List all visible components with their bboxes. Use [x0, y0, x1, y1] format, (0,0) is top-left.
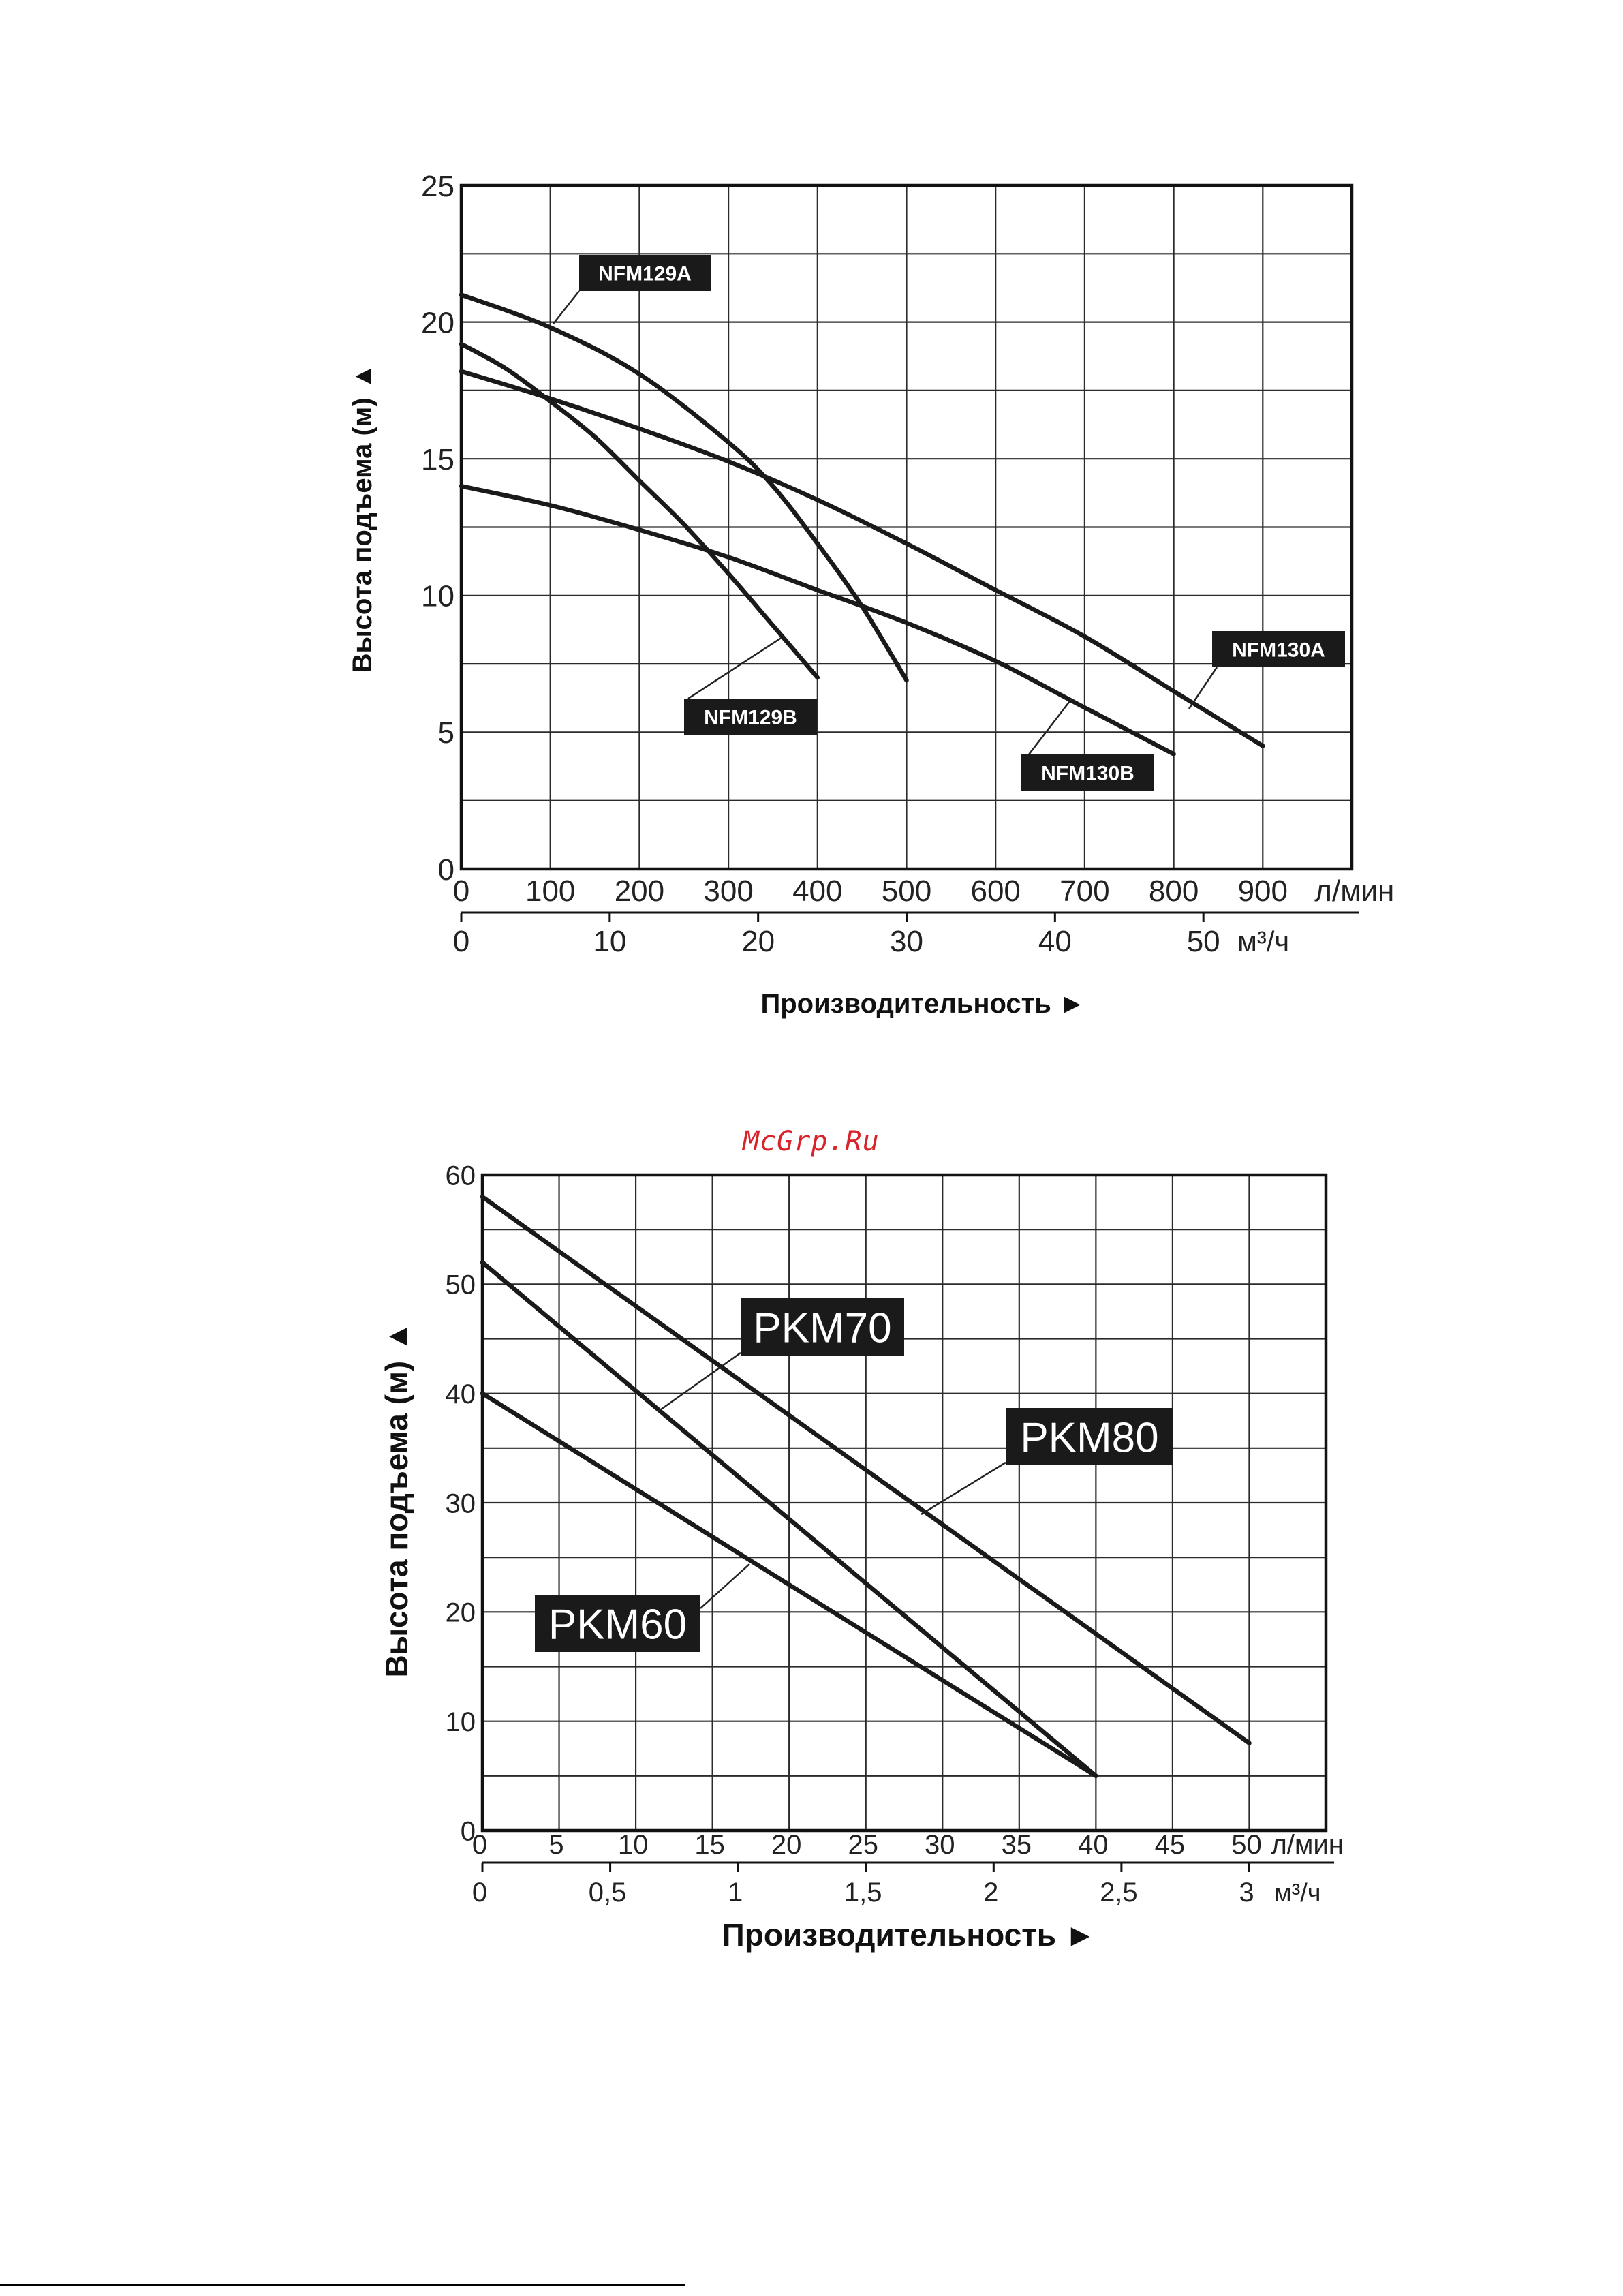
x-tick-label: 30	[925, 1830, 955, 1860]
x2-tick-label: 2	[983, 1878, 998, 1908]
plot-frame	[480, 1173, 1328, 1833]
x-tick-label: 300	[703, 874, 753, 908]
x2-tick-label: 20	[741, 925, 775, 958]
x2-tick-label: 10	[593, 925, 626, 958]
x2-tick-label: 0,5	[589, 1878, 627, 1908]
y-tick-label: 0	[461, 1816, 476, 1846]
x2-tick-label: 30	[890, 925, 923, 958]
y-tick-label: 20	[421, 306, 454, 339]
y-tick-label: 25	[421, 170, 454, 203]
x-tick-label: 5	[548, 1830, 563, 1860]
series-curve-pkm60	[480, 1391, 1098, 1779]
series-label: NFM129B	[704, 706, 797, 729]
x-tick-label: 800	[1149, 874, 1199, 908]
y-tick-label: 60	[446, 1161, 476, 1191]
x2-tick-label: 50	[1187, 925, 1220, 958]
series-label: PKM80	[1020, 1414, 1158, 1461]
y-axis-title: Высота подъема (м) ▲	[379, 1321, 414, 1677]
series-label: NFM130A	[1232, 639, 1325, 661]
x-tick-label: 10	[618, 1830, 649, 1860]
series-curve-pkm80	[480, 1194, 1252, 1745]
x2-tick-label: 1	[728, 1878, 743, 1908]
x2-tick-label: 2,5	[1100, 1878, 1138, 1908]
series-label-box	[579, 255, 711, 291]
y-tick-label: 10	[446, 1707, 476, 1737]
series-label-box	[741, 1298, 904, 1356]
pump-curve-chart-pkm: 0 10 20 30 40 50 60 0 5 10 15 20 25 30 35 40 45 50 л/мин 0 0…	[379, 1161, 1344, 1953]
leader-line	[1188, 667, 1218, 709]
x-tick-label: 40	[1078, 1830, 1109, 1860]
y-tick-label: 50	[446, 1270, 476, 1300]
series-label: NFM130B	[1041, 762, 1134, 784]
grid	[461, 185, 1352, 869]
y-tick-label: 5	[438, 716, 454, 750]
watermark: McGrp.Ru	[743, 1126, 880, 1157]
x-tick-label: 35	[1002, 1830, 1032, 1860]
series-group	[480, 1194, 1252, 1779]
x-tick-label: 15	[694, 1830, 725, 1860]
series-group	[459, 292, 1265, 756]
x-tick-label: 25	[848, 1830, 878, 1860]
x-tick-label: 50	[1231, 1830, 1262, 1860]
series-label-box	[1212, 631, 1345, 667]
grid	[482, 1175, 1326, 1831]
series-label: PKM70	[753, 1304, 891, 1351]
x-tick-label: 200	[615, 874, 664, 908]
leader-line	[1028, 698, 1072, 755]
series-label-box	[1006, 1408, 1173, 1465]
x2-tick-label: 0	[453, 925, 469, 958]
x2-tick-label: 40	[1038, 925, 1072, 958]
x-tick-label: 100	[525, 874, 575, 908]
y-tick-label: 40	[446, 1379, 476, 1409]
series-curve-nfm130a	[459, 369, 1265, 748]
x-axis-title: Производительность ►	[760, 989, 1085, 1019]
x-tick-label: 45	[1155, 1830, 1186, 1860]
x-tick-label: 0	[453, 874, 469, 908]
y-tick-label: 10	[421, 580, 454, 613]
y-tick-label: 15	[421, 443, 454, 476]
x-tick-label: 500	[882, 874, 931, 908]
leader-line	[921, 1461, 1006, 1516]
footer-rule	[0, 2284, 685, 2286]
series-curve-nfm130b	[459, 484, 1176, 756]
series-label: PKM60	[548, 1601, 687, 1648]
leader-line	[553, 290, 580, 324]
x-tick-label: 20	[771, 1830, 802, 1860]
x-tick-label: 900	[1238, 874, 1288, 908]
x-unit-secondary: м³/ч	[1273, 1879, 1320, 1908]
series-curve-pkm70	[480, 1260, 1098, 1779]
series-label: NFM129A	[598, 262, 692, 285]
series-curve-nfm129a	[459, 292, 909, 683]
y-tick-label: 20	[446, 1598, 476, 1628]
x-unit-secondary: м³/ч	[1237, 925, 1289, 958]
y-tick-label: 0	[438, 853, 454, 887]
series-label-box	[535, 1595, 700, 1652]
x2-tick-label: 3	[1239, 1878, 1254, 1908]
x2-tick-label: 1,5	[844, 1878, 882, 1908]
x-axis-title: Производительность ►	[722, 1917, 1096, 1953]
y-tick-label: 30	[446, 1488, 476, 1518]
x-tick-label: 600	[970, 874, 1020, 908]
x-tick-label: 0	[472, 1830, 487, 1860]
x-tick-label: 700	[1060, 874, 1109, 908]
leader-line	[658, 1351, 741, 1413]
series-label-box	[1021, 754, 1154, 791]
y-axis-title: Высота подъема (м) ▲	[347, 363, 377, 673]
plot-frame	[459, 183, 1354, 871]
series-label-box	[684, 699, 817, 735]
x2-tick-label: 0	[472, 1878, 487, 1908]
x-tick-label: 400	[792, 874, 842, 908]
leader-line	[687, 636, 783, 700]
x-unit-primary: л/мин	[1314, 874, 1394, 908]
series-curve-nfm129b	[459, 341, 820, 680]
leader-line	[700, 1563, 750, 1609]
x-unit-primary: л/мин	[1271, 1830, 1343, 1860]
